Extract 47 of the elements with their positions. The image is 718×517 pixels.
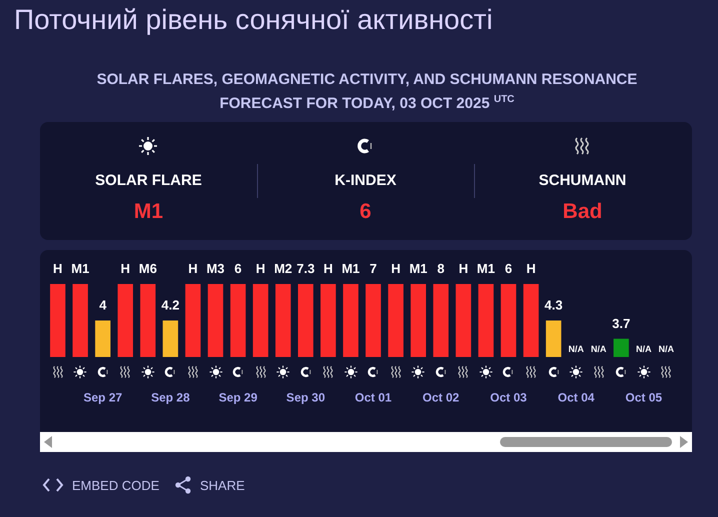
- text: SCHUMANN: [538, 172, 628, 189]
- annotation: 3.7: [612, 316, 630, 331]
- text: M1: [71, 261, 90, 276]
- text: SOLAR FLARE: [94, 172, 203, 189]
- text: 7: [370, 261, 377, 276]
- text: SHARE: [200, 478, 245, 493]
- annotation: N/A: [636, 344, 652, 354]
- x-tick-label: Oct 01: [354, 390, 392, 405]
- text: 6: [358, 200, 372, 224]
- text: H: [391, 261, 400, 276]
- text: H: [526, 261, 536, 276]
- x-tick-label: Sep 27: [83, 390, 122, 405]
- text: M1: [409, 261, 428, 276]
- x-tick-label: Oct 03: [490, 390, 528, 405]
- annotation: 4.3: [544, 298, 563, 313]
- x-tick-label: Sep 28: [151, 390, 190, 405]
- x-tick-label: Sep 30: [286, 390, 326, 405]
- text: H: [458, 261, 468, 276]
- text: M1: [476, 261, 495, 276]
- annotation: N/A: [658, 344, 675, 354]
- text: H: [324, 261, 333, 276]
- x-tick-label: Oct 04: [558, 390, 595, 405]
- text: 6: [234, 261, 242, 276]
- text: M2: [274, 261, 292, 276]
- x-tick-label: Oct 05: [625, 390, 662, 405]
- text: M6: [138, 261, 157, 276]
- text: Bad: [562, 200, 604, 224]
- text: K-INDEX: [334, 172, 398, 189]
- annotation: 4.2: [161, 298, 180, 313]
- text: EMBED CODE: [72, 478, 160, 493]
- text: M1: [132, 200, 164, 224]
- annotation: 4: [99, 298, 108, 313]
- x-tick-label: Oct 02: [422, 390, 460, 405]
- text: H: [120, 261, 130, 276]
- text: 6: [504, 261, 512, 276]
- annotation: N/A: [590, 344, 607, 354]
- annotation: N/A: [568, 344, 584, 354]
- chart-title: Поточний рівень сонячної активності: [14, 4, 493, 36]
- text: 7.3: [296, 261, 315, 276]
- text: H: [188, 261, 198, 276]
- chart-subtitle: SOLAR FLARES, GEOMAGNETIC ACTIVITY, AND SCHUMANN RESONANCE FORECAST FOR TODAY, 03 OCT 2025 $^{UTC}$: [96, 70, 638, 114]
- text: H: [256, 261, 266, 276]
- text: 8: [437, 261, 444, 276]
- text: H: [53, 261, 62, 276]
- x-tick-label: Sep 29: [218, 390, 258, 405]
- text: M3: [206, 261, 225, 276]
- text: M1: [342, 261, 360, 276]
